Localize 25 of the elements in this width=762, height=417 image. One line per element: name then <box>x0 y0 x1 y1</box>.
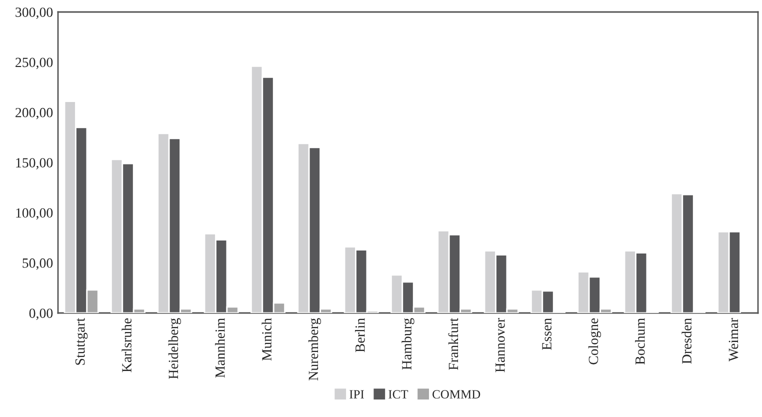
y-tick-label: 200,00 <box>16 108 53 120</box>
y-tick-label: 0,00 <box>29 308 53 320</box>
x-tick-label: Nuremberg <box>308 318 321 380</box>
x-tick-label: Karlsruhe <box>122 318 132 372</box>
x-tick-label: Heidelberg <box>168 318 181 379</box>
x-tick-label: Berlin <box>355 318 365 352</box>
legend-label: IPI <box>350 390 364 398</box>
x-tick-label: Stuttgart <box>75 318 88 365</box>
legend-label: ICT <box>388 390 408 399</box>
x-tick-label: Essen <box>542 318 552 350</box>
y-tick-label: 300,00 <box>16 8 53 19</box>
x-tick-label: Hannover <box>496 318 505 372</box>
x-tick-label: Dresden <box>682 318 692 364</box>
y-tick-label: 150,00 <box>16 158 53 170</box>
x-tick-label: Weimar <box>728 318 738 362</box>
y-tick-label: 250,00 <box>16 58 53 70</box>
x-tick-label: Hamburg <box>402 318 414 370</box>
x-tick-label: Bochum <box>635 318 645 365</box>
legend-label: COMMD <box>432 390 480 399</box>
x-tick-label: Mannheim <box>215 318 225 378</box>
x-tick-label: Cologne <box>588 318 601 364</box>
x-tick-label: Munich <box>262 318 272 361</box>
y-tick-label: 100,00 <box>16 208 53 220</box>
x-tick-label: Frankfurt <box>448 318 458 370</box>
y-tick-label: 50,00 <box>22 258 53 270</box>
